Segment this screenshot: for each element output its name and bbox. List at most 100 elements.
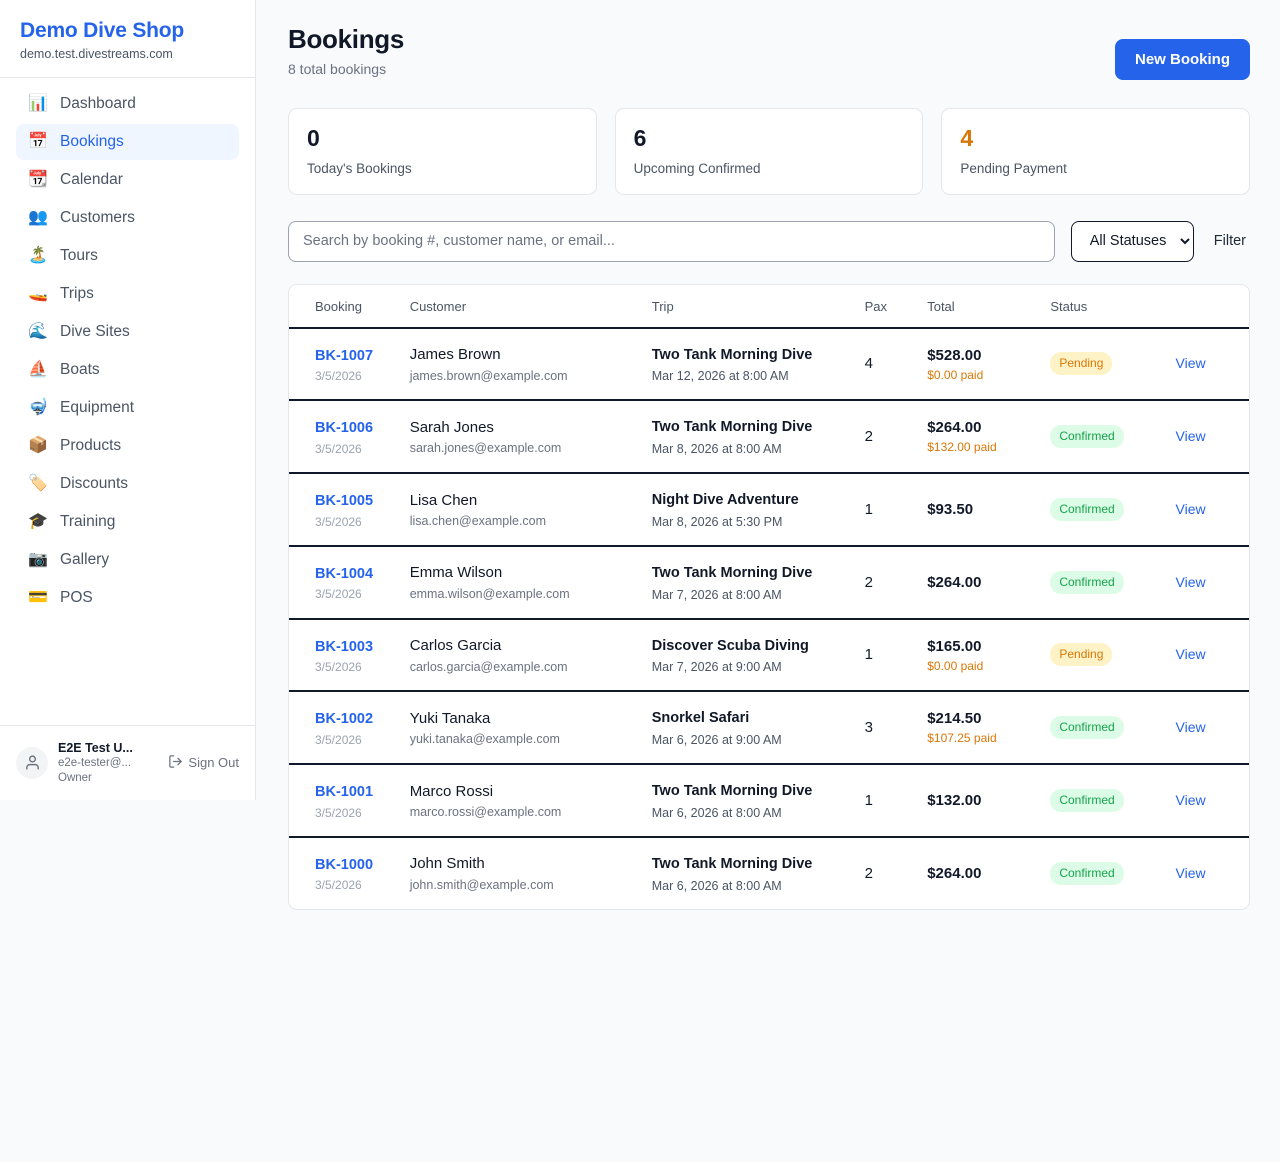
total-amount: $264.00 (927, 419, 982, 437)
sidebar-item-trips[interactable]: 🚤 Trips (16, 276, 239, 312)
page-header: Bookings 8 total bookings New Booking (288, 24, 1250, 80)
cell-trip: Night Dive Adventure Mar 8, 2026 at 5:30 … (643, 473, 857, 547)
sidebar-item-dashboard[interactable]: 📊 Dashboard (16, 86, 239, 122)
cell-pax: 1 (856, 764, 920, 838)
sidebar-item-gallery[interactable]: 📷 Gallery (16, 542, 239, 578)
table-row[interactable]: BK-1000 3/5/2026 John Smith john.smith@exam… (289, 837, 1249, 909)
sidebar-item-equipment[interactable]: 🤿 Equipment (16, 390, 239, 426)
table-row[interactable]: BK-1003 3/5/2026 Carlos Garcia carlos.garci… (289, 618, 1249, 693)
booking-id-link[interactable]: BK-1003 (315, 638, 374, 655)
trip-datetime: Mar 7, 2026 at 8:00 AM (651, 587, 782, 602)
sidebar-item-label: Dashboard (60, 95, 136, 113)
diving-mask-icon: 🤿 (28, 399, 48, 417)
total-amount: $214.50 (927, 710, 982, 728)
amount-paid: $107.25 paid (927, 731, 997, 746)
booking-date: 3/5/2026 (315, 369, 362, 384)
view-link[interactable]: View (1175, 428, 1206, 445)
cell-trip: Two Tank Morning Dive Mar 12, 2026 at 8:0… (643, 327, 857, 402)
pax-count: 1 (864, 500, 873, 518)
user-name: E2E Test U... (58, 740, 133, 755)
stat-label: Pending Payment (960, 160, 1067, 176)
sidebar-item-dive-sites[interactable]: 🌊 Dive Sites (16, 314, 239, 350)
stat-card-upcoming-confirmed: 6 Upcoming Confirmed (614, 108, 924, 195)
filter-button[interactable]: Filter (1210, 233, 1250, 249)
cell-trip: Two Tank Morning Dive Mar 6, 2026 at 8:00… (643, 764, 857, 838)
stat-label: Today's Bookings (307, 160, 412, 176)
view-link[interactable]: View (1175, 646, 1206, 663)
trip-datetime: Mar 6, 2026 at 9:00 AM (651, 733, 782, 748)
status-badge: Pending (1050, 643, 1113, 667)
column-header-booking: Booking (289, 284, 402, 329)
customer-name: John Smith (409, 855, 485, 873)
new-booking-button[interactable]: New Booking (1114, 39, 1250, 80)
amount-paid: $132.00 paid (927, 440, 997, 455)
table-row[interactable]: BK-1004 3/5/2026 Emma Wilson emma.wilson@ex… (289, 545, 1249, 620)
cell-booking: BK-1002 3/5/2026 (289, 691, 402, 766)
customer-email: marco.rossi@example.com (409, 805, 562, 820)
pax-count: 2 (864, 428, 873, 446)
customer-email: james.brown@example.com (409, 368, 568, 383)
cell-status: Pending (1042, 618, 1168, 693)
tag-icon: 🏷️ (28, 475, 48, 493)
sidebar-item-discounts[interactable]: 🏷️ Discounts (16, 466, 239, 502)
view-link[interactable]: View (1175, 864, 1206, 881)
booking-id-link[interactable]: BK-1000 (315, 856, 374, 873)
booking-date: 3/5/2026 (315, 732, 362, 747)
trip-datetime: Mar 6, 2026 at 8:00 AM (651, 878, 782, 893)
cell-total: $165.00 $0.00 paid (919, 618, 1043, 693)
total-amount: $264.00 (927, 573, 982, 591)
view-link[interactable]: View (1175, 791, 1206, 808)
brand-header: Demo Dive Shop demo.test.divestreams.com (0, 0, 255, 79)
customer-name: Emma Wilson (409, 564, 503, 582)
sidebar-item-pos[interactable]: 💳 POS (16, 580, 239, 616)
sign-out-button[interactable]: Sign Out (168, 754, 239, 772)
table-row[interactable]: BK-1002 3/5/2026 Yuki Tanaka yuki.tanaka@ex… (289, 691, 1249, 766)
cell-action: View (1167, 691, 1249, 766)
sidebar-item-label: Discounts (60, 475, 129, 493)
status-badge: Confirmed (1050, 788, 1124, 812)
view-link[interactable]: View (1175, 355, 1206, 372)
booking-date: 3/5/2026 (315, 441, 362, 456)
booking-id-link[interactable]: BK-1004 (315, 565, 374, 582)
booking-id-link[interactable]: BK-1001 (315, 784, 374, 801)
stat-card-pending-payment: 4 Pending Payment (941, 108, 1251, 195)
sidebar-item-tours[interactable]: 🏝️ Tours (16, 238, 239, 274)
booking-id-link[interactable]: BK-1006 (315, 420, 374, 437)
view-link[interactable]: View (1175, 719, 1206, 736)
view-link[interactable]: View (1175, 500, 1206, 517)
search-input[interactable] (288, 220, 1055, 262)
cell-action: View (1167, 545, 1249, 620)
sidebar: Demo Dive Shop demo.test.divestreams.com… (0, 0, 256, 800)
sidebar-item-products[interactable]: 📦 Products (16, 428, 239, 464)
avatar (16, 746, 48, 779)
cell-total: $214.50 $107.25 paid (919, 691, 1043, 766)
booking-id-link[interactable]: BK-1007 (315, 347, 374, 364)
pax-count: 2 (864, 864, 873, 882)
column-header-status: Status (1042, 284, 1168, 329)
sidebar-item-label: Equipment (60, 399, 135, 417)
sidebar-item-customers[interactable]: 👥 Customers (16, 200, 239, 236)
trip-name: Two Tank Morning Dive (651, 783, 813, 800)
booking-id-link[interactable]: BK-1002 (315, 711, 374, 728)
cell-action: View (1168, 837, 1249, 909)
booking-id-link[interactable]: BK-1005 (315, 493, 374, 510)
table-row[interactable]: BK-1005 3/5/2026 Lisa Chen lisa.chen@exampl… (289, 473, 1249, 547)
wave-icon: 🌊 (28, 323, 48, 341)
page-subtitle: 8 total bookings (288, 61, 387, 77)
trip-name: Two Tank Morning Dive (651, 419, 813, 436)
table-row[interactable]: BK-1006 3/5/2026 Sarah Jones sarah.jones@ex… (289, 400, 1249, 475)
sidebar-item-calendar[interactable]: 📆 Calendar (16, 162, 239, 198)
sidebar-item-training[interactable]: 🎓 Training (16, 504, 239, 540)
cell-trip: Two Tank Morning Dive Mar 7, 2026 at 8:00… (643, 545, 857, 620)
status-filter-select[interactable]: All Statuses (1070, 220, 1194, 262)
cell-pax: 1 (856, 618, 920, 693)
view-link[interactable]: View (1175, 573, 1206, 590)
sidebar-item-boats[interactable]: ⛵ Boats (16, 352, 239, 388)
cell-total: $93.50 (919, 473, 1043, 547)
sidebar-item-bookings[interactable]: 📅 Bookings (16, 124, 239, 161)
calendar-tearoff-icon: 📆 (28, 171, 48, 189)
customer-name: Sarah Jones (409, 418, 494, 436)
table-row[interactable]: BK-1001 3/5/2026 Marco Rossi marco.rossi@ex… (289, 764, 1249, 838)
table-row[interactable]: BK-1007 3/5/2026 James Brown james.brown@ex… (289, 327, 1249, 402)
sidebar-item-label: Tours (60, 247, 98, 265)
